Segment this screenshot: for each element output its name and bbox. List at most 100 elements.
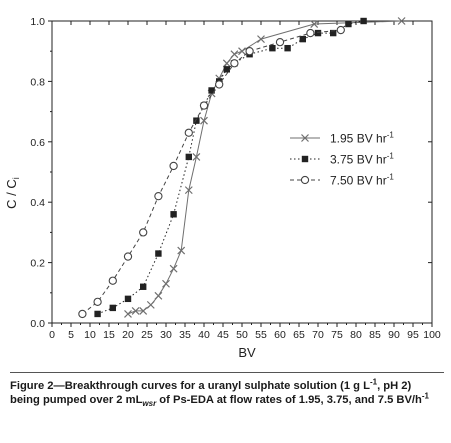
x-tick-label: 35 bbox=[179, 329, 191, 341]
data-point bbox=[238, 47, 246, 56]
data-point bbox=[155, 250, 162, 257]
x-tick-label: 45 bbox=[217, 329, 229, 341]
legend-item-1: 1.95 BV hr-1 bbox=[290, 131, 394, 146]
data-point bbox=[93, 297, 102, 307]
marker-stroke bbox=[162, 279, 170, 288]
marker-stroke bbox=[154, 291, 163, 300]
data-point bbox=[336, 25, 345, 35]
data-point bbox=[146, 300, 155, 309]
marker-stroke bbox=[192, 152, 201, 161]
y-tick-label: 0.0 bbox=[30, 318, 45, 330]
data-point bbox=[124, 310, 132, 318]
data-point bbox=[140, 283, 147, 290]
marker-stroke bbox=[146, 300, 155, 309]
data-point bbox=[162, 279, 170, 288]
series-layer bbox=[78, 17, 406, 319]
data-point bbox=[306, 28, 315, 38]
marker-stroke bbox=[238, 47, 246, 56]
marker-stroke bbox=[184, 186, 193, 195]
data-point bbox=[184, 128, 193, 137]
data-point bbox=[257, 35, 265, 44]
marker-stroke bbox=[310, 20, 319, 28]
data-point bbox=[208, 87, 215, 94]
y-axis-label: C / Ci bbox=[4, 177, 21, 209]
legend: 1.95 BV hr-13.75 BV hr-17.50 BV hr-1 bbox=[290, 131, 394, 188]
x-tick-label: 55 bbox=[255, 329, 267, 341]
data-point bbox=[154, 192, 163, 201]
x-tick-label: 30 bbox=[160, 329, 172, 341]
data-point bbox=[131, 306, 140, 315]
y-tick-label: 0.2 bbox=[30, 258, 45, 270]
data-point bbox=[330, 29, 337, 37]
x-tick-label: 95 bbox=[407, 329, 419, 341]
y-axis-label-sub: i bbox=[11, 177, 21, 179]
x-tick-label: 25 bbox=[141, 329, 153, 341]
marker-stroke bbox=[200, 116, 208, 125]
caption-sub-1: wsr bbox=[142, 399, 157, 409]
data-point bbox=[170, 211, 177, 218]
x-tick-label: 15 bbox=[103, 329, 115, 341]
legend-marker bbox=[301, 155, 309, 163]
data-point bbox=[169, 161, 178, 171]
x-tick-label: 5 bbox=[68, 329, 74, 341]
legend-label: 7.50 BV hr-1 bbox=[330, 173, 394, 188]
data-point bbox=[299, 35, 306, 43]
y-tick-label: 1.0 bbox=[30, 16, 45, 28]
x-tick-label: 60 bbox=[274, 329, 286, 341]
data-point bbox=[169, 264, 178, 273]
series-3 bbox=[78, 25, 345, 319]
data-point bbox=[199, 101, 209, 110]
legend-label-text: 3.75 BV hr bbox=[330, 153, 387, 167]
x-tick-labels: 0 5 10 15 20 25 30 35 40 45 50 55 60 65 70 75 80 85 90 95 10… bbox=[49, 329, 441, 341]
data-point bbox=[108, 276, 117, 285]
axis-ticks bbox=[48, 20, 433, 327]
caption-sup-1: -1 bbox=[369, 377, 378, 387]
data-point bbox=[78, 309, 87, 319]
data-point bbox=[193, 117, 200, 124]
data-point bbox=[310, 20, 319, 28]
legend-item-2: 3.75 BV hr-1 bbox=[290, 152, 394, 167]
legend-marker bbox=[301, 134, 309, 142]
data-point bbox=[177, 246, 186, 255]
data-point bbox=[154, 291, 163, 300]
marker-stroke bbox=[169, 264, 178, 273]
legend-label: 3.75 BV hr-1 bbox=[330, 152, 394, 167]
y-axis-label-main: C / C bbox=[4, 179, 19, 209]
data-point bbox=[222, 59, 231, 68]
data-point bbox=[230, 59, 239, 68]
data-point bbox=[192, 152, 201, 161]
x-tick-label: 50 bbox=[236, 329, 248, 341]
legend-label-sup: -1 bbox=[387, 173, 395, 182]
data-point bbox=[360, 17, 367, 25]
marker-stroke bbox=[301, 134, 309, 142]
caption-part-2: , pH 2) being pumped over 2 mL bbox=[10, 380, 412, 406]
marker-stroke bbox=[257, 35, 265, 44]
x-tick-label: 65 bbox=[293, 329, 305, 341]
legend-label-text: 1.95 BV hr bbox=[330, 132, 387, 146]
x-tick-label: 10 bbox=[84, 329, 96, 341]
legend-label-sup: -1 bbox=[387, 152, 395, 161]
x-axis-label: BV bbox=[238, 345, 256, 360]
x-tick-label: 0 bbox=[49, 329, 55, 341]
caption-lead: Figure 2—Breakthrough curves for a urany… bbox=[10, 380, 370, 392]
x-tick-label: 40 bbox=[198, 329, 210, 341]
legend-label-sup: -1 bbox=[387, 131, 395, 140]
x-tick-label: 75 bbox=[331, 329, 343, 341]
data-point bbox=[123, 252, 133, 261]
data-point bbox=[139, 228, 148, 237]
x-tick-label: 80 bbox=[350, 329, 362, 341]
data-point bbox=[94, 310, 101, 318]
series-1 bbox=[124, 17, 406, 318]
series-line bbox=[127, 20, 402, 315]
data-point bbox=[314, 29, 322, 37]
y-tick-label: 0.6 bbox=[30, 137, 45, 149]
data-point bbox=[185, 153, 192, 161]
marker-stroke bbox=[139, 306, 148, 315]
data-point bbox=[345, 20, 352, 28]
plot-area bbox=[51, 20, 433, 324]
data-point bbox=[109, 304, 116, 312]
data-point bbox=[397, 17, 406, 25]
data-point bbox=[139, 306, 148, 315]
marker-stroke bbox=[397, 17, 406, 25]
svg-text:C / Ci: C / Ci bbox=[4, 177, 21, 209]
